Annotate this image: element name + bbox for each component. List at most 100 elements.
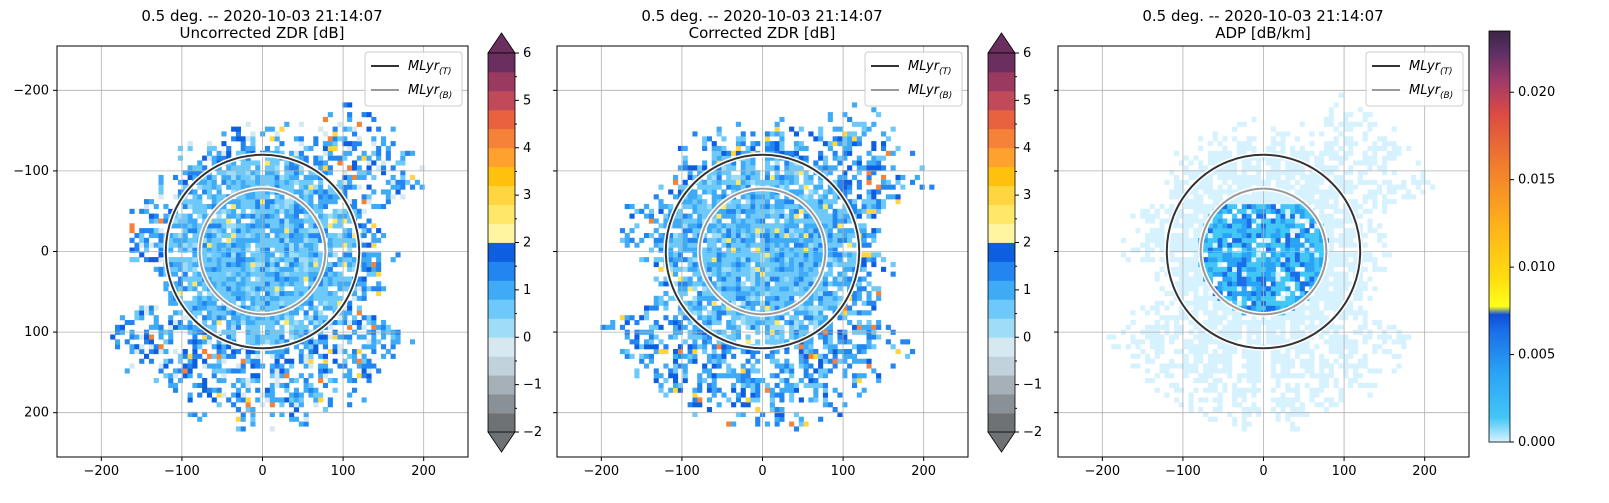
field-cell bbox=[663, 344, 669, 350]
field-cell bbox=[192, 358, 198, 364]
field-cell bbox=[784, 213, 790, 219]
field-cell bbox=[764, 155, 770, 161]
field-cell bbox=[687, 194, 693, 200]
field-cell bbox=[192, 199, 198, 205]
field-cell bbox=[139, 208, 145, 214]
field-cell bbox=[711, 247, 717, 253]
field-cell bbox=[1236, 334, 1242, 340]
field-cell bbox=[822, 271, 828, 277]
field-cell bbox=[764, 353, 770, 359]
field-cell bbox=[177, 262, 183, 268]
field-cell bbox=[1193, 305, 1199, 311]
field-cell bbox=[279, 242, 285, 248]
field-cell bbox=[153, 324, 159, 330]
field-cell bbox=[1222, 382, 1228, 388]
field-cell bbox=[1154, 310, 1160, 316]
field-cell bbox=[158, 257, 164, 263]
field-cell bbox=[726, 373, 732, 379]
field-cell bbox=[677, 353, 683, 359]
field-cell bbox=[197, 305, 203, 311]
field-cell bbox=[376, 165, 382, 171]
field-cell bbox=[745, 174, 751, 180]
field-cell bbox=[289, 276, 295, 282]
field-cell bbox=[250, 416, 256, 422]
field-cell bbox=[731, 179, 737, 185]
field-cell bbox=[687, 300, 693, 306]
colorbar-segment bbox=[988, 356, 1015, 376]
field-cell bbox=[793, 155, 799, 161]
field-cell bbox=[1178, 291, 1184, 297]
field-cell bbox=[250, 237, 256, 243]
field-cell bbox=[818, 136, 824, 142]
field-cell bbox=[822, 160, 828, 166]
field-cell bbox=[731, 353, 737, 359]
field-cell bbox=[1256, 160, 1262, 166]
field-cell bbox=[356, 295, 362, 301]
field-cell bbox=[813, 291, 819, 297]
field-cell bbox=[318, 368, 324, 374]
field-cell bbox=[264, 194, 270, 200]
field-cell bbox=[798, 208, 804, 214]
field-cell bbox=[250, 262, 256, 268]
field-cell bbox=[784, 174, 790, 180]
field-cell bbox=[187, 262, 193, 268]
field-cell bbox=[322, 189, 328, 195]
field-cell bbox=[289, 150, 295, 156]
field-cell bbox=[240, 213, 246, 219]
field-cell bbox=[1145, 378, 1151, 384]
field-cell bbox=[1178, 310, 1184, 316]
field-cell bbox=[779, 392, 785, 398]
field-cell bbox=[139, 349, 145, 355]
field-cell bbox=[206, 291, 212, 297]
field-cell bbox=[274, 257, 280, 263]
field-cell bbox=[774, 247, 780, 253]
field-cell bbox=[361, 266, 367, 272]
field-cell bbox=[148, 218, 154, 224]
field-cell bbox=[673, 373, 679, 379]
field-cell bbox=[1178, 262, 1184, 268]
field-cell bbox=[206, 247, 212, 253]
field-cell bbox=[303, 179, 309, 185]
field-cell bbox=[866, 242, 872, 248]
field-cell bbox=[318, 339, 324, 345]
field-cell bbox=[255, 160, 261, 166]
field-cell bbox=[866, 208, 872, 214]
field-cell bbox=[250, 266, 256, 272]
field-cell bbox=[919, 184, 925, 190]
field-cell bbox=[1227, 165, 1233, 171]
colorbar-tick-label: −1 bbox=[1023, 378, 1042, 393]
field-cell bbox=[240, 150, 246, 156]
field-cell bbox=[644, 310, 650, 316]
field-cell bbox=[827, 266, 833, 272]
field-cell bbox=[269, 363, 275, 369]
field-cell bbox=[1241, 174, 1247, 180]
field-cell bbox=[1178, 223, 1184, 229]
field-cell bbox=[822, 353, 828, 359]
field-cell bbox=[192, 228, 198, 234]
field-cell bbox=[1227, 324, 1233, 330]
field-cell bbox=[687, 286, 693, 292]
field-cell bbox=[769, 179, 775, 185]
field-cell bbox=[342, 208, 348, 214]
field-cell bbox=[1203, 310, 1209, 316]
field-cell bbox=[158, 194, 164, 200]
field-cell bbox=[740, 257, 746, 263]
field-cell bbox=[716, 237, 722, 243]
field-cell bbox=[1212, 407, 1218, 413]
field-cell bbox=[634, 339, 640, 345]
field-cell bbox=[211, 237, 217, 243]
field-cell bbox=[803, 363, 809, 369]
field-cell bbox=[716, 184, 722, 190]
field-cell bbox=[881, 145, 887, 151]
field-cell bbox=[813, 349, 819, 355]
field-cell bbox=[1232, 218, 1238, 224]
field-cell bbox=[284, 320, 290, 326]
field-cell bbox=[337, 344, 343, 350]
field-cell bbox=[371, 320, 377, 326]
field-cell bbox=[177, 155, 183, 161]
field-cell bbox=[245, 271, 251, 277]
field-cell bbox=[716, 286, 722, 292]
field-cell bbox=[187, 247, 193, 253]
field-cell bbox=[764, 382, 770, 388]
field-cell bbox=[342, 286, 348, 292]
